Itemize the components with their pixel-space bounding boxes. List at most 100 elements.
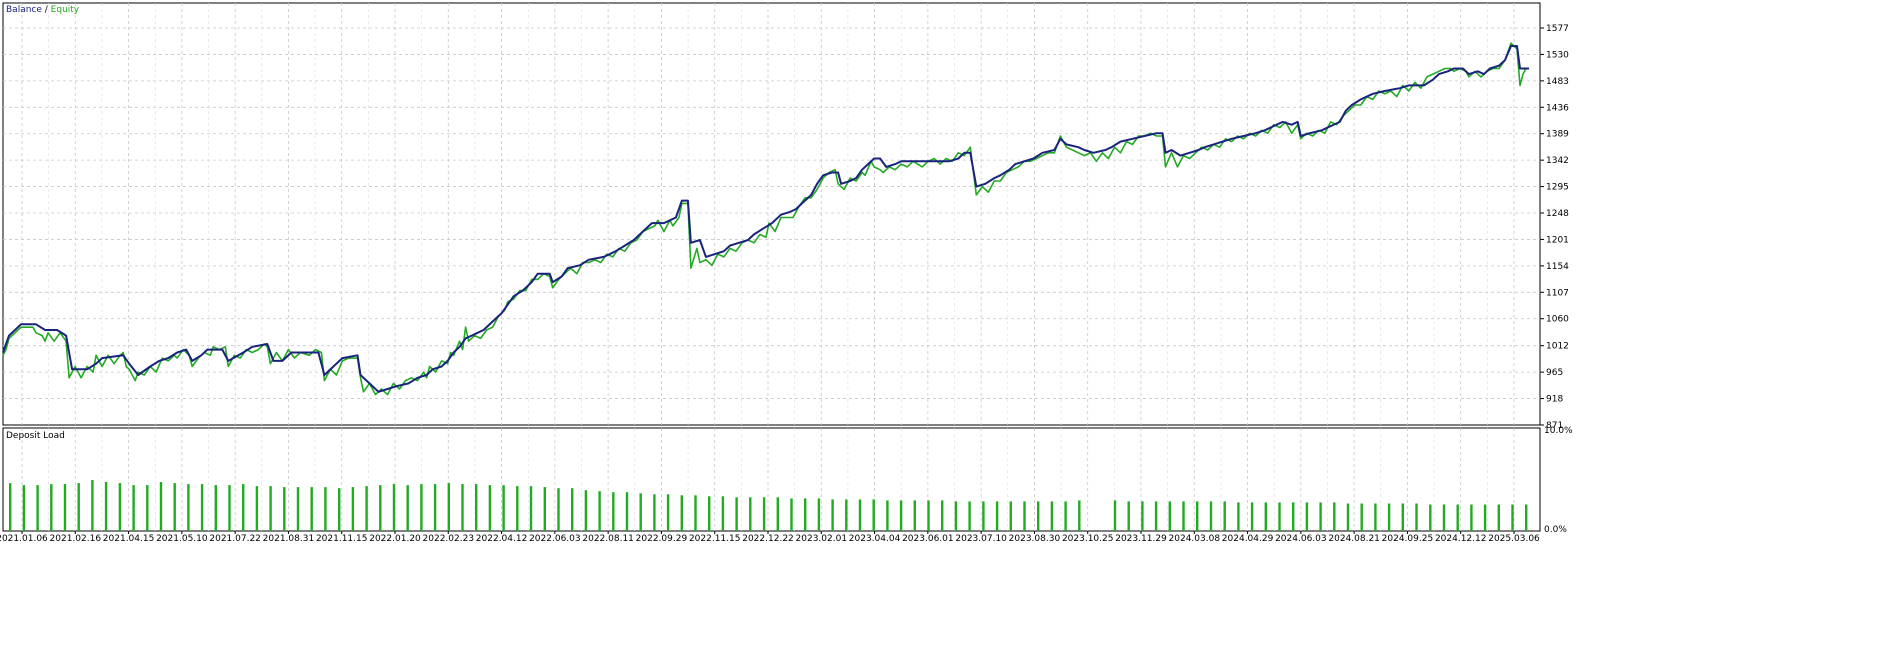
y-tick-label: 1201 <box>1546 235 1569 245</box>
deposit-load-bar <box>1113 500 1117 531</box>
deposit-load-bar <box>159 482 163 531</box>
deposit-load-bar <box>872 499 875 531</box>
deposit-load-bar <box>790 498 793 531</box>
deposit-load-bar <box>1456 504 1459 531</box>
deposit-load-bars <box>9 480 1528 531</box>
x-tick-label: 2023.07.10 <box>955 534 1007 544</box>
y-tick-label: 1436 <box>1546 103 1569 113</box>
deposit-load-bar <box>461 484 464 531</box>
y-tick-label: 1342 <box>1546 156 1569 166</box>
x-tick-label: 2022.01.20 <box>369 534 421 544</box>
deposit-load-bar <box>365 486 368 531</box>
deposit-load-bar <box>927 500 930 531</box>
main-y-axis: 1577 1530 1483 1436 1389 1342 1295 1248 1201 1154… <box>1540 24 1569 431</box>
deposit-load-bar <box>1333 502 1336 531</box>
deposit-load-bar <box>735 497 738 531</box>
deposit-load-bar <box>1511 504 1514 531</box>
deposit-load-bar <box>1497 504 1500 531</box>
x-tick-label: 2022.06.03 <box>529 534 581 544</box>
y-tick-label: 1530 <box>1546 50 1569 60</box>
y-tick-label: 1483 <box>1546 77 1569 87</box>
deposit-load-bar <box>77 483 80 531</box>
deposit-load-bar <box>666 494 670 531</box>
deposit-load-bar <box>146 485 149 531</box>
deposit-load-bar <box>324 487 327 531</box>
deposit-load-bar <box>1374 503 1377 531</box>
deposit-load-bar <box>1264 502 1267 531</box>
deposit-load-bar <box>132 485 135 531</box>
deposit-load-bar <box>1305 502 1309 531</box>
y-tick-label: 1389 <box>1546 130 1569 140</box>
x-tick-label: 2022.09.29 <box>636 534 688 544</box>
y-tick-label: 965 <box>1546 368 1563 378</box>
y-tick-label: 1012 <box>1546 342 1569 352</box>
x-tick-label: 2023.10.25 <box>1062 534 1114 544</box>
x-tick-label: 2024.06.03 <box>1275 534 1327 544</box>
deposit-load-bar <box>680 495 683 531</box>
legend-equity: Equity <box>50 5 80 15</box>
deposit-load-bar <box>941 500 944 531</box>
deposit-load-bar <box>1168 501 1171 531</box>
deposit-load-bar <box>1209 501 1213 531</box>
deposit-load-bar <box>1442 504 1446 531</box>
x-tick-label: 2021.04.15 <box>103 534 155 544</box>
deposit-load-bar <box>255 486 259 531</box>
deposit-load-bar <box>1009 501 1012 531</box>
x-tick-label: 2023.08.30 <box>1009 534 1061 544</box>
x-tick-label: 2023.11.29 <box>1115 534 1167 544</box>
deposit-load-bar <box>1250 502 1254 531</box>
legend: Balance / Equity <box>6 5 79 15</box>
deposit-load-bar <box>653 494 656 531</box>
deposit-load-bar <box>1141 501 1144 531</box>
deposit-load-bar <box>1278 502 1281 531</box>
deposit-load-bar <box>200 484 204 531</box>
x-tick-label: 2022.04.12 <box>476 534 528 544</box>
deposit-load-bar <box>447 483 450 531</box>
deposit-load-bar <box>954 501 958 531</box>
deposit-load-bar <box>1064 501 1067 531</box>
deposit-load-bar <box>475 484 478 531</box>
x-tick-label: 2023.02.01 <box>796 534 848 544</box>
deposit-load-y-axis: 10.0% 0.0% <box>1544 426 1573 535</box>
deposit-load-bar <box>338 488 341 531</box>
x-tick-label: 2024.09.25 <box>1382 534 1434 544</box>
deposit-load-bar <box>379 485 382 531</box>
x-tick-label: 2023.04.04 <box>849 534 901 544</box>
x-tick-label: 2024.08.21 <box>1328 534 1380 544</box>
deposit-load-bar <box>1223 501 1226 531</box>
y-tick-label: 1248 <box>1546 209 1569 219</box>
y-tick-label: 1577 <box>1546 24 1569 34</box>
deposit-load-bar <box>502 485 505 531</box>
y-tick-label: 1060 <box>1546 315 1569 325</box>
deposit-load-bar <box>899 500 903 531</box>
deposit-load-bar <box>406 485 409 531</box>
deposit-load-bar <box>36 485 39 531</box>
deposit-load-bar <box>1182 501 1185 531</box>
deposit-load-bar <box>50 484 53 531</box>
deposit-load-bar <box>831 499 834 531</box>
deposit-load-bar <box>228 485 231 531</box>
deposit-load-y-label: 10.0% <box>1544 426 1573 436</box>
deposit-load-bar <box>1319 502 1322 531</box>
x-tick-label: 2021.05.10 <box>156 534 208 544</box>
deposit-load-frame <box>2 427 1541 532</box>
deposit-load-bar <box>488 485 492 531</box>
deposit-load-bar <box>708 496 711 531</box>
legend-separator: / <box>41 5 51 15</box>
x-tick-label: 2025.03.06 <box>1488 534 1540 544</box>
deposit-load-bar <box>1387 503 1391 531</box>
x-tick-label: 2022.02.23 <box>423 534 475 544</box>
x-tick-label: 2022.11.15 <box>689 534 741 544</box>
x-tick-label: 2021.11.15 <box>316 534 368 544</box>
deposit-load-bar <box>1483 504 1487 531</box>
main-plot-frame <box>2 2 1541 426</box>
main-series <box>2 42 1529 396</box>
deposit-load-bar <box>1078 500 1081 531</box>
deposit-load-bar <box>598 491 601 531</box>
deposit-load-bar <box>1429 504 1432 531</box>
deposit-load-bar <box>1154 501 1158 531</box>
deposit-load-bar <box>1401 503 1404 531</box>
deposit-load-bar <box>1127 501 1130 531</box>
deposit-load-bar <box>913 500 916 531</box>
deposit-load-bar <box>804 498 807 531</box>
